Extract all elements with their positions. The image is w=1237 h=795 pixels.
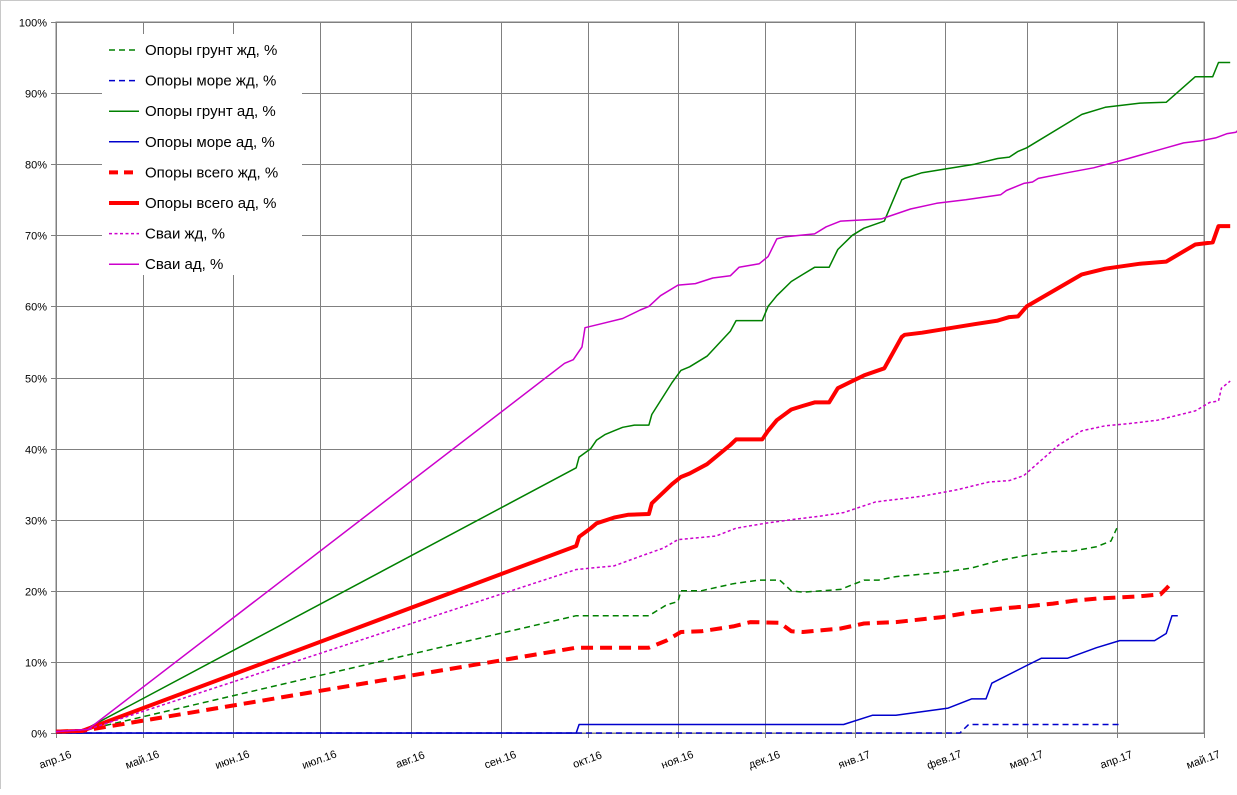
- legend-label: Сваи жд, %: [145, 226, 225, 243]
- series-line-1: [55, 527, 1118, 733]
- legend-label: Опоры всего ад, %: [145, 195, 276, 212]
- legend-box: [102, 34, 302, 275]
- legend: Опоры грунт жд, % Опоры море жд, % Опоры г…: [102, 34, 302, 275]
- y-tick-label: 70%: [25, 231, 47, 243]
- legend-label: Опоры всего жд, %: [145, 164, 278, 181]
- series-line-8: [55, 130, 1237, 733]
- series-line-7: [55, 380, 1231, 733]
- y-tick-label: 90%: [25, 89, 47, 101]
- series-line-6: [55, 224, 1231, 734]
- legend-label: Опоры море ад, %: [145, 134, 275, 151]
- legend-label: Опоры море жд, %: [145, 73, 276, 90]
- y-tick-label: 0%: [31, 729, 47, 741]
- series-line-4: [56, 614, 1178, 734]
- series-line-3: [55, 61, 1231, 733]
- y-tick-label: 50%: [25, 374, 47, 386]
- y-tick-label: 10%: [25, 658, 47, 670]
- series-line-5: [55, 580, 1174, 734]
- legend-label: Опоры грунт ад, %: [145, 103, 276, 120]
- legend-label: Опоры грунт жд, %: [145, 42, 277, 59]
- y-tick-label: 20%: [25, 587, 47, 599]
- y-tick-label: 40%: [25, 445, 47, 457]
- y-tick-label: 80%: [25, 160, 47, 172]
- y-tick-label: 100%: [19, 18, 47, 30]
- y-tick-label: 60%: [25, 302, 47, 314]
- y-tick-label: 30%: [25, 516, 47, 528]
- series-layer: [55, 61, 1237, 734]
- legend-label: Сваи ад, %: [145, 256, 223, 273]
